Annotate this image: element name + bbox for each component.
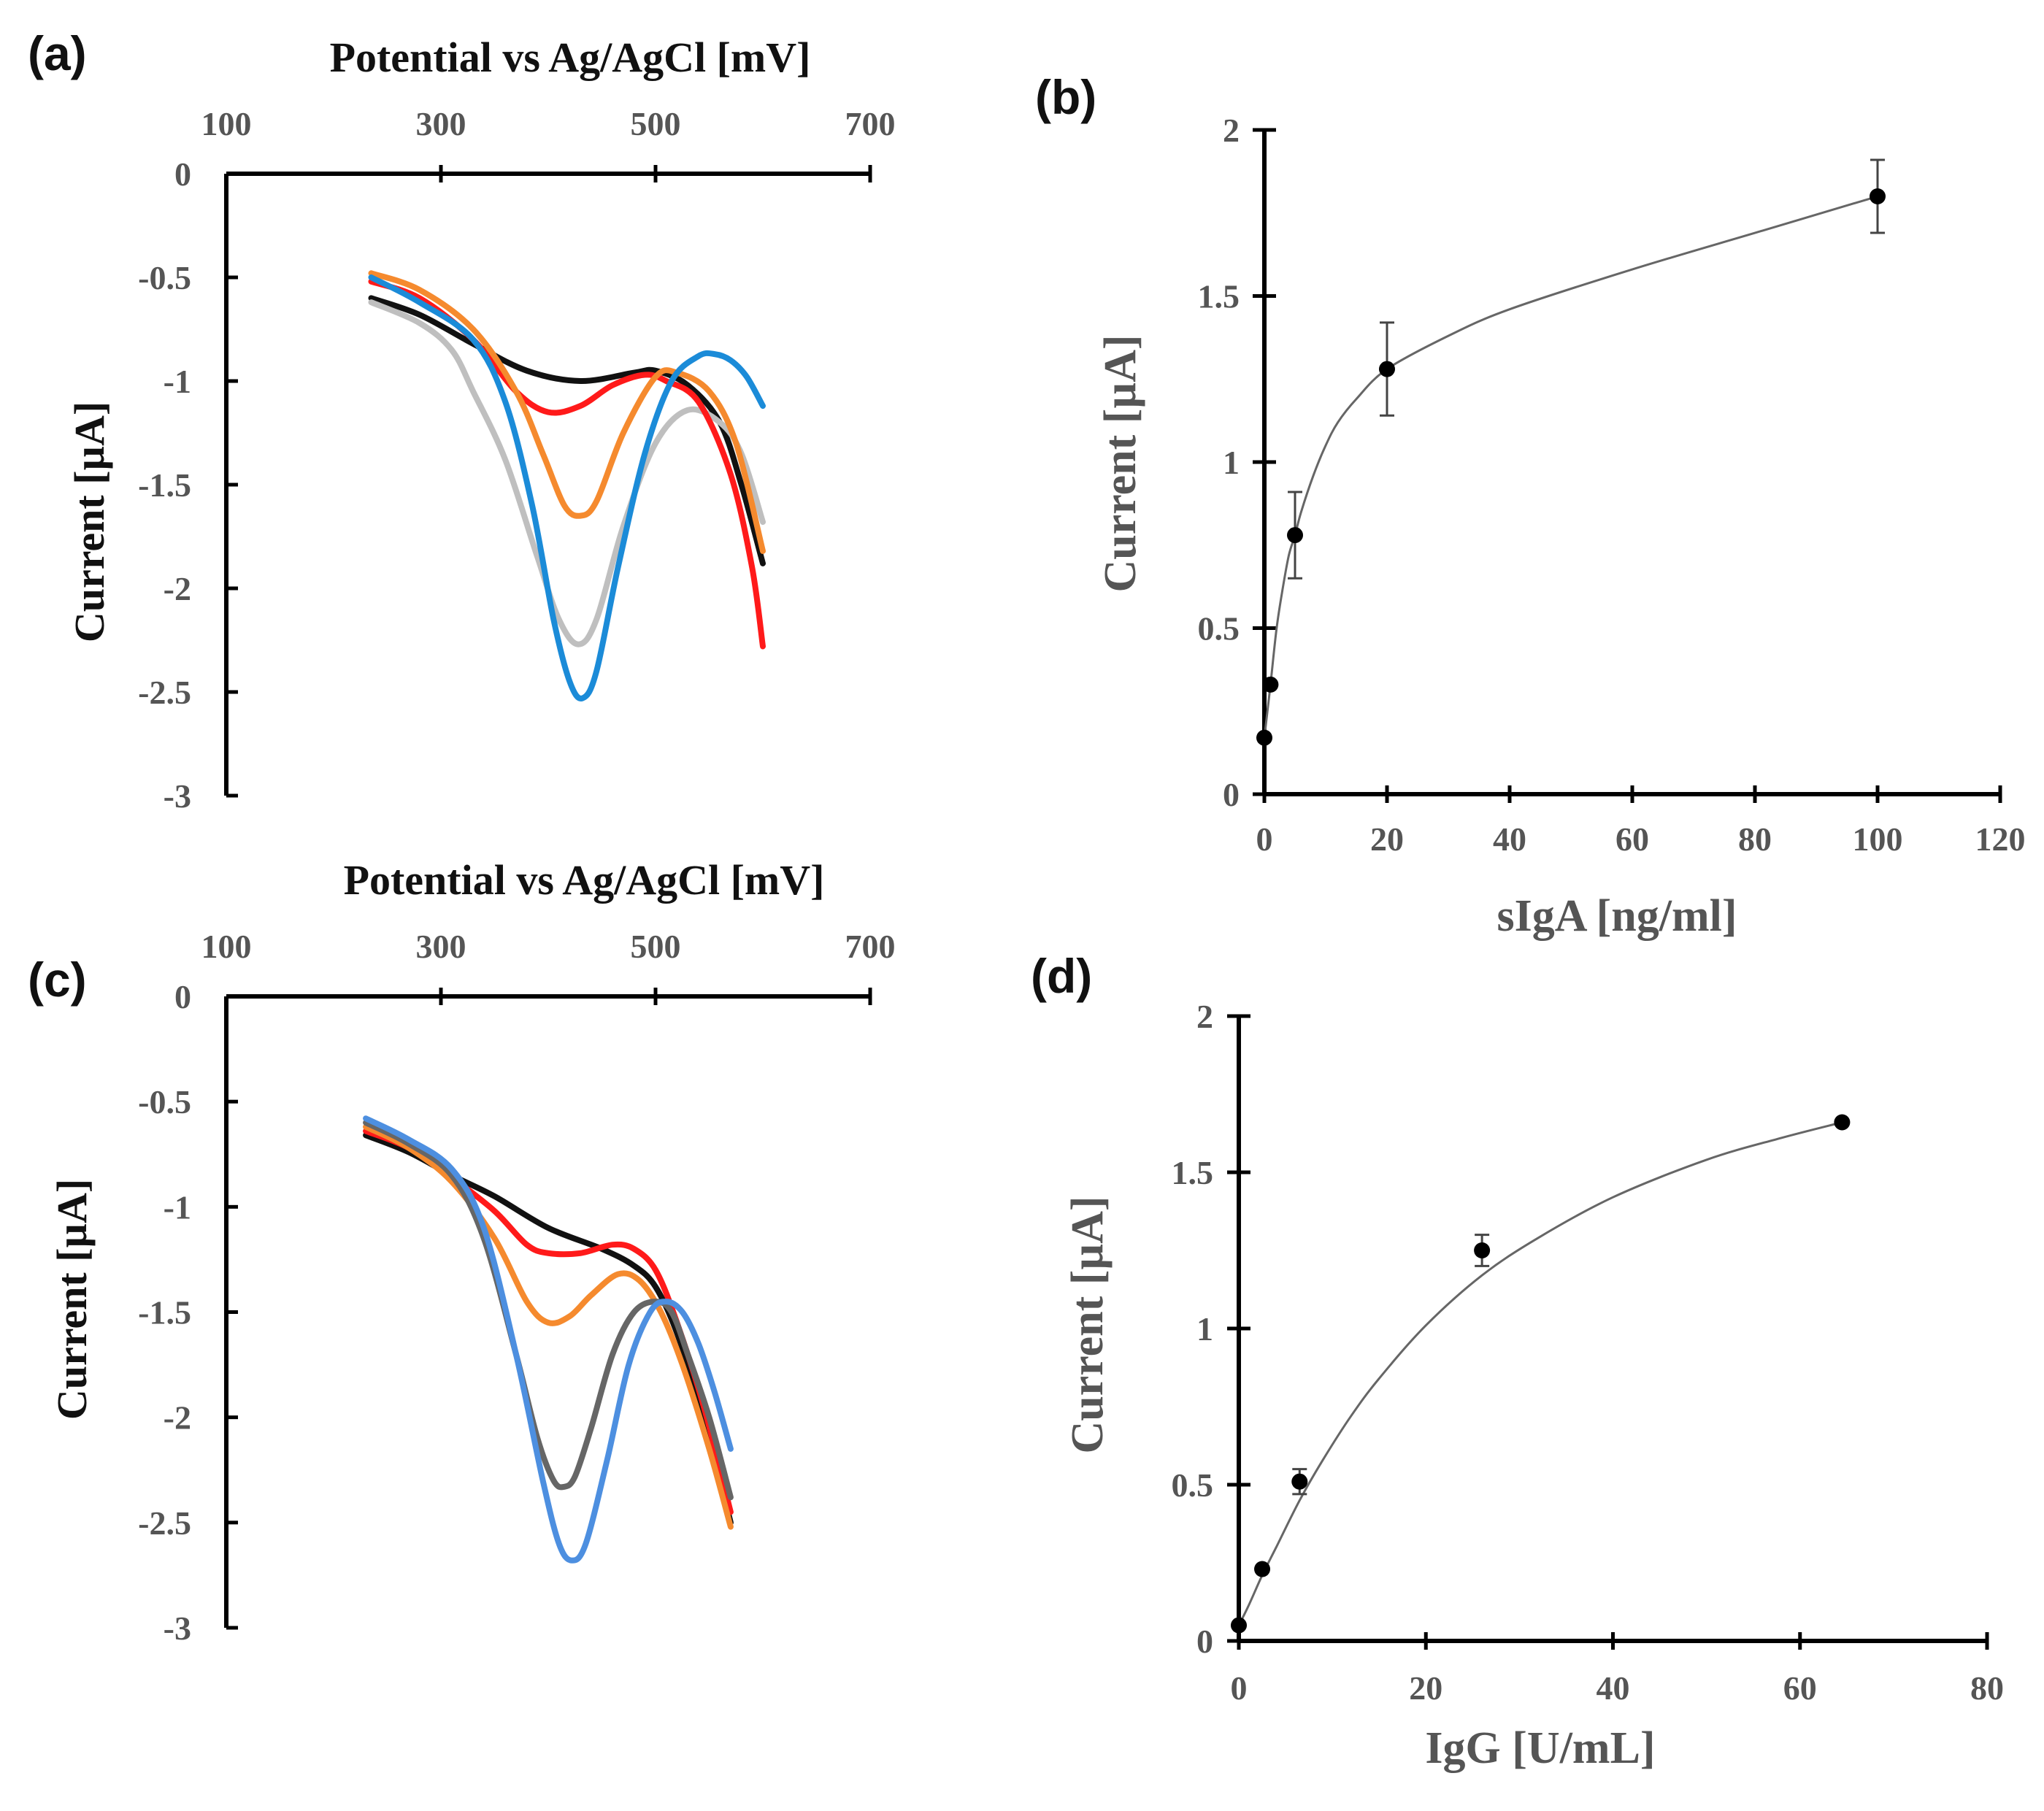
series-line-blue [368, 274, 766, 701]
panel-b-y-ticks: 0 0.5 1 1.5 2 [1198, 112, 1276, 813]
x-tick-label: 120 [1975, 820, 2026, 858]
series-line-black [368, 295, 766, 566]
y-tick-label: 0.5 [1172, 1466, 1214, 1504]
x-tick-label: 700 [845, 105, 896, 142]
y-tick-label: -1.5 [138, 1294, 191, 1331]
y-tick-label: 0 [1196, 1623, 1213, 1660]
panel-b: (b) sIgA [ng/ml] Current [µA] 0 20 40 60 80 1… [1035, 70, 2026, 941]
x-tick-label: 60 [1783, 1669, 1817, 1707]
y-tick-label: -1 [164, 1188, 191, 1226]
series-line-dark-gray [363, 1120, 734, 1501]
y-tick-label: 2 [1196, 998, 1213, 1035]
x-tick-label: 100 [201, 928, 252, 965]
panel-a: (a) Potential vs Ag/AgCl [mV] Current [µ… [28, 26, 896, 815]
series-line-orange [368, 270, 766, 554]
data-point [1231, 1617, 1247, 1634]
y-tick-label: -1.5 [138, 466, 191, 504]
panel-b-x-axis-title: sIgA [ng/ml] [1497, 891, 1737, 941]
x-tick-label: 80 [1970, 1669, 2004, 1707]
y-tick-label: -3 [164, 1610, 191, 1647]
x-tick-label: 500 [631, 105, 681, 142]
panel-b-label: (b) [1035, 70, 1096, 124]
x-tick-label: 40 [1597, 1669, 1630, 1707]
y-tick-label: 1 [1196, 1310, 1213, 1347]
series-line-red [368, 278, 766, 650]
panel-c: (c) Potential vs Ag/AgCl [mV] Current [µ… [28, 856, 896, 1647]
data-point [1254, 1561, 1271, 1577]
x-tick-label: 0 [1231, 1669, 1248, 1707]
panel-d-y-axis-title: Current [µA] [1063, 1196, 1113, 1453]
panel-d-plot-area [1231, 1114, 1851, 1634]
series-line-orange [363, 1123, 734, 1530]
y-tick-label: 2 [1223, 112, 1240, 149]
y-tick-label: 0 [174, 978, 191, 1015]
x-tick-label: 60 [1615, 820, 1649, 858]
x-tick-label: 20 [1409, 1669, 1442, 1707]
x-tick-label: 80 [1738, 820, 1772, 858]
y-tick-label: 1.5 [1172, 1154, 1214, 1191]
y-tick-label: -2 [164, 570, 191, 607]
y-tick-label: 1.5 [1198, 278, 1240, 315]
panel-a-label: (a) [28, 26, 87, 80]
panel-b-y-axis-title: Current [µA] [1096, 334, 1145, 592]
panel-c-x-axis-title: Potential vs Ag/AgCl [mV] [344, 856, 825, 904]
x-tick-label: 100 [1853, 820, 1903, 858]
panel-a-y-axis-title: Current [µA] [66, 401, 113, 642]
panel-c-label: (c) [28, 953, 87, 1007]
data-point [1291, 1473, 1308, 1490]
panel-a-x-ticks: 100 300 500 700 [201, 105, 896, 182]
y-tick-label: -2.5 [138, 1504, 191, 1542]
fit-curve [1237, 1121, 1843, 1626]
data-point [1834, 1114, 1851, 1131]
y-tick-label: -0.5 [138, 1083, 191, 1120]
panel-b-x-ticks: 0 20 40 60 80 100 120 [1256, 785, 2026, 858]
panel-c-x-ticks: 100 300 500 700 [201, 928, 896, 1005]
x-tick-label: 100 [201, 105, 252, 142]
y-tick-label: -2 [164, 1399, 191, 1437]
x-tick-label: 20 [1370, 820, 1404, 858]
data-point [1474, 1242, 1491, 1258]
x-tick-label: 700 [845, 928, 896, 965]
x-tick-label: 300 [416, 105, 466, 142]
y-tick-label: -0.5 [138, 259, 191, 296]
y-tick-label: 0 [1223, 776, 1240, 813]
y-tick-label: 0 [174, 155, 191, 193]
fit-curve [1263, 195, 1878, 738]
y-tick-label: -3 [164, 777, 191, 815]
data-point [1262, 676, 1279, 693]
x-tick-label: 40 [1493, 820, 1526, 858]
y-tick-label: 1 [1223, 444, 1240, 481]
data-point [1379, 361, 1395, 377]
panel-a-plot-area [368, 270, 766, 701]
panel-d: (d) IgG [U/mL] Current [µA] 0 20 40 60 80 00… [1031, 949, 2004, 1773]
x-tick-label: 300 [416, 928, 466, 965]
panel-c-y-ticks: 0 -0.5 -1 -1.5 -2 -2.5 -3 [138, 978, 238, 1647]
series-line-light-blue [363, 1115, 734, 1564]
y-tick-label: -2.5 [138, 674, 191, 711]
panel-d-x-axis-title: IgG [U/mL] [1425, 1723, 1655, 1773]
panel-a-y-ticks: 0 -0.5 -1 -1.5 -2 -2.5 -3 [138, 155, 238, 815]
panel-d-y-ticks: 0 0.5 1 1.5 2 [1172, 998, 1250, 1660]
panel-c-y-axis-title: Current [µA] [48, 1179, 96, 1420]
data-point [1256, 729, 1272, 746]
y-tick-label: 0.5 [1198, 610, 1240, 647]
panel-b-plot-area [1256, 158, 1886, 746]
data-point [1870, 188, 1886, 204]
x-tick-label: 500 [631, 928, 681, 965]
data-point [1287, 527, 1303, 544]
panel-c-plot-area [363, 1115, 734, 1564]
x-tick-label: 0 [1256, 820, 1273, 858]
panel-d-x-ticks: 0 20 40 60 80 [1231, 1632, 2004, 1707]
panel-a-x-axis-title: Potential vs Ag/AgCl [mV] [330, 34, 811, 81]
y-tick-label: -1 [164, 363, 191, 400]
panel-d-label: (d) [1031, 949, 1092, 1003]
